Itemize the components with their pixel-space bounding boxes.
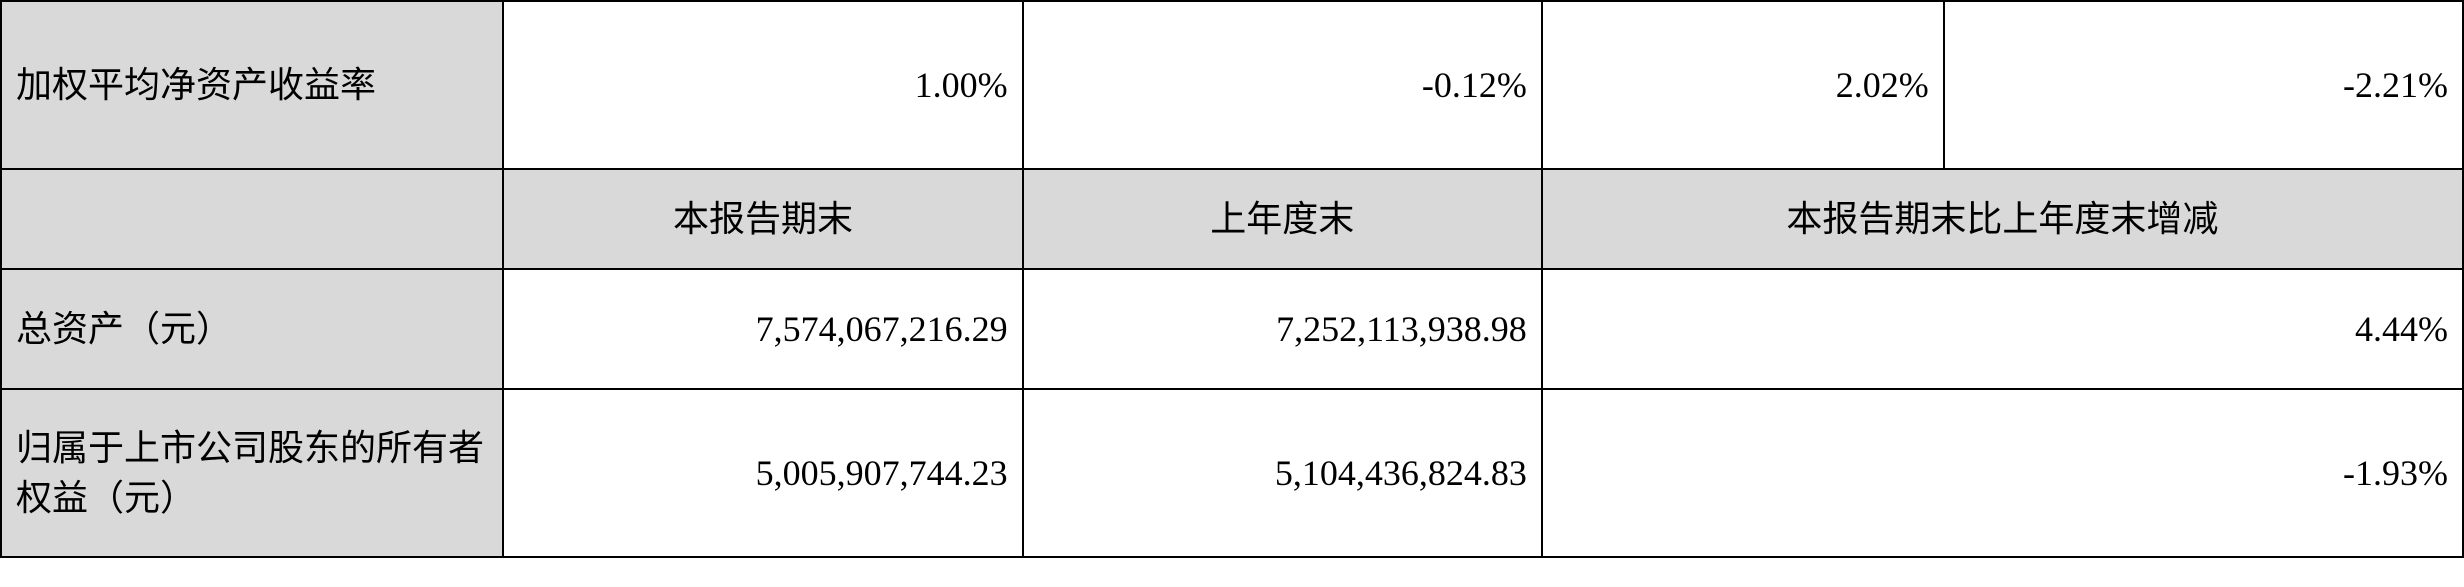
cell-value: 5,005,907,744.23	[503, 389, 1022, 557]
header-empty	[1, 169, 503, 269]
row-label-roe: 加权平均净资产收益率	[1, 1, 503, 169]
table-row: 加权平均净资产收益率 1.00% -0.12% 2.02% -2.21%	[1, 1, 2463, 169]
cell-value: 2.02%	[1542, 1, 1944, 169]
financial-table: 加权平均净资产收益率 1.00% -0.12% 2.02% -2.21% 本报告…	[0, 0, 2464, 558]
table-row: 总资产（元） 7,574,067,216.29 7,252,113,938.98…	[1, 269, 2463, 389]
row-label-equity: 归属于上市公司股东的所有者权益（元）	[1, 389, 503, 557]
header-prior-year-end: 上年度末	[1023, 169, 1542, 269]
header-change-vs-prior: 本报告期末比上年度末增减	[1542, 169, 2463, 269]
header-current-period-end: 本报告期末	[503, 169, 1022, 269]
cell-value: 4.44%	[1542, 269, 2463, 389]
row-label-total-assets: 总资产（元）	[1, 269, 503, 389]
financial-table-wrapper: 加权平均净资产收益率 1.00% -0.12% 2.02% -2.21% 本报告…	[0, 0, 2464, 558]
table-header-row: 本报告期末 上年度末 本报告期末比上年度末增减	[1, 169, 2463, 269]
cell-value: 1.00%	[503, 1, 1022, 169]
cell-value: 5,104,436,824.83	[1023, 389, 1542, 557]
cell-value: 7,252,113,938.98	[1023, 269, 1542, 389]
cell-value: -2.21%	[1944, 1, 2463, 169]
cell-value: -1.93%	[1542, 389, 2463, 557]
cell-value: 7,574,067,216.29	[503, 269, 1022, 389]
table-row: 归属于上市公司股东的所有者权益（元） 5,005,907,744.23 5,10…	[1, 389, 2463, 557]
cell-value: -0.12%	[1023, 1, 1542, 169]
